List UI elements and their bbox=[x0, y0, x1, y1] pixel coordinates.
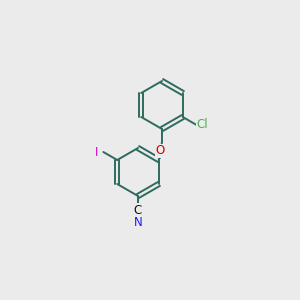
Text: C: C bbox=[134, 203, 142, 217]
Text: Cl: Cl bbox=[197, 118, 208, 131]
Text: N: N bbox=[134, 215, 142, 229]
Text: O: O bbox=[156, 145, 165, 158]
Text: I: I bbox=[95, 146, 98, 158]
